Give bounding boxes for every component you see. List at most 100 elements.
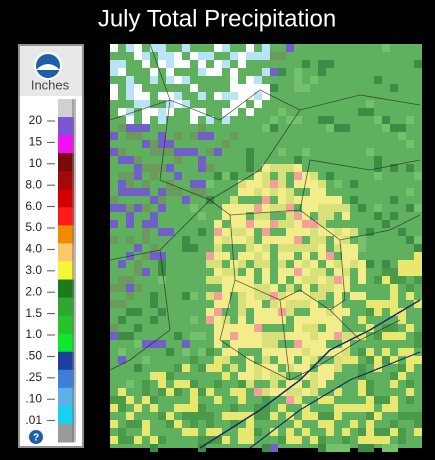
map-cell — [342, 404, 350, 412]
map-cell — [310, 316, 318, 324]
map-cell — [278, 276, 286, 284]
map-cell — [110, 196, 118, 204]
map-cell — [318, 348, 326, 356]
map-cell — [190, 316, 198, 324]
map-cell — [254, 244, 262, 252]
map-cell — [406, 164, 414, 172]
map-cell — [390, 300, 398, 308]
map-cell — [222, 172, 230, 180]
map-cell — [166, 68, 174, 76]
map-cell — [246, 180, 254, 188]
map-cell — [262, 236, 270, 244]
map-cell — [342, 308, 350, 316]
map-cell — [118, 276, 126, 284]
map-cell — [254, 172, 262, 180]
map-cell — [294, 164, 302, 172]
map-cell — [342, 244, 350, 252]
map-cell — [374, 156, 382, 164]
map-cell — [206, 68, 214, 76]
map-cell — [126, 92, 134, 100]
map-cell — [302, 148, 310, 156]
map-cell — [366, 324, 374, 332]
legend-label: 10 — [29, 156, 43, 170]
map-cell — [262, 396, 270, 404]
map-cell — [406, 356, 414, 364]
map-cell — [222, 116, 230, 124]
map-cell — [342, 444, 350, 452]
map-cell — [374, 332, 382, 340]
map-cell — [246, 300, 254, 308]
county-line — [299, 159, 421, 211]
map-cell — [294, 220, 302, 228]
map-cell — [246, 164, 254, 172]
map-cell — [294, 316, 302, 324]
map-cell — [398, 132, 406, 140]
map-cell — [366, 228, 374, 236]
map-cell — [318, 436, 326, 444]
map-cell — [294, 364, 302, 372]
map-cell — [238, 284, 246, 292]
legend-label: 8.0 — [25, 177, 42, 191]
map-cell — [310, 308, 318, 316]
map-cell — [142, 220, 150, 228]
map-cell — [326, 116, 334, 124]
map-cell — [294, 156, 302, 164]
map-cell — [230, 204, 238, 212]
help-icon[interactable]: ? — [33, 433, 39, 444]
map-cell — [310, 436, 318, 444]
map-cell — [182, 236, 190, 244]
map-cell — [310, 236, 318, 244]
map-cell — [254, 180, 262, 188]
map-cell — [198, 68, 206, 76]
map-cell — [142, 100, 150, 108]
map-cell — [118, 172, 126, 180]
map-cell — [366, 356, 374, 364]
map-cell — [302, 316, 310, 324]
map-cell — [262, 228, 270, 236]
map-cell — [374, 436, 382, 444]
map-cell — [230, 76, 238, 84]
map-cell — [326, 324, 334, 332]
map-cell — [206, 252, 214, 260]
map-cell — [238, 340, 246, 348]
map-cell — [326, 316, 334, 324]
map-cell — [310, 196, 318, 204]
map-cell — [174, 364, 182, 372]
map-cell — [238, 332, 246, 340]
map-cell — [294, 196, 302, 204]
county-line — [329, 239, 361, 341]
map-cell — [262, 316, 270, 324]
help-button[interactable] — [29, 430, 43, 444]
legend-label: 1.0 — [25, 327, 42, 341]
map-cell — [126, 172, 134, 180]
map-cell — [390, 84, 398, 92]
map-cell — [270, 84, 278, 92]
map-cell — [358, 404, 366, 412]
map-cell — [118, 188, 126, 196]
legend-swatches: 20 15 10 8.0 6.0 5.0 4.0 3.0 2.0 1.5 1.0 .50 .25 .10.… — [25, 99, 76, 443]
map-cell — [414, 332, 422, 340]
map-cell — [302, 268, 310, 276]
map-cell — [286, 220, 294, 228]
map-cell — [334, 388, 342, 396]
map-cell — [262, 308, 270, 316]
map-cell — [254, 340, 262, 348]
map-cell — [134, 244, 142, 252]
map-cell — [254, 332, 262, 340]
map-cell — [278, 148, 286, 156]
map-cell — [254, 412, 262, 420]
map-cell — [278, 260, 286, 268]
map-cell — [302, 260, 310, 268]
map-cell — [406, 388, 414, 396]
map-cell — [334, 124, 342, 132]
legend-label: 5.0 — [25, 220, 42, 234]
map-cell — [294, 172, 302, 180]
map-cell — [254, 52, 262, 60]
map-cell — [262, 204, 270, 212]
map-cell — [382, 396, 390, 404]
map-cell — [158, 308, 166, 316]
map-cell — [294, 76, 302, 84]
map-cell — [374, 172, 382, 180]
map-cell — [286, 228, 294, 236]
